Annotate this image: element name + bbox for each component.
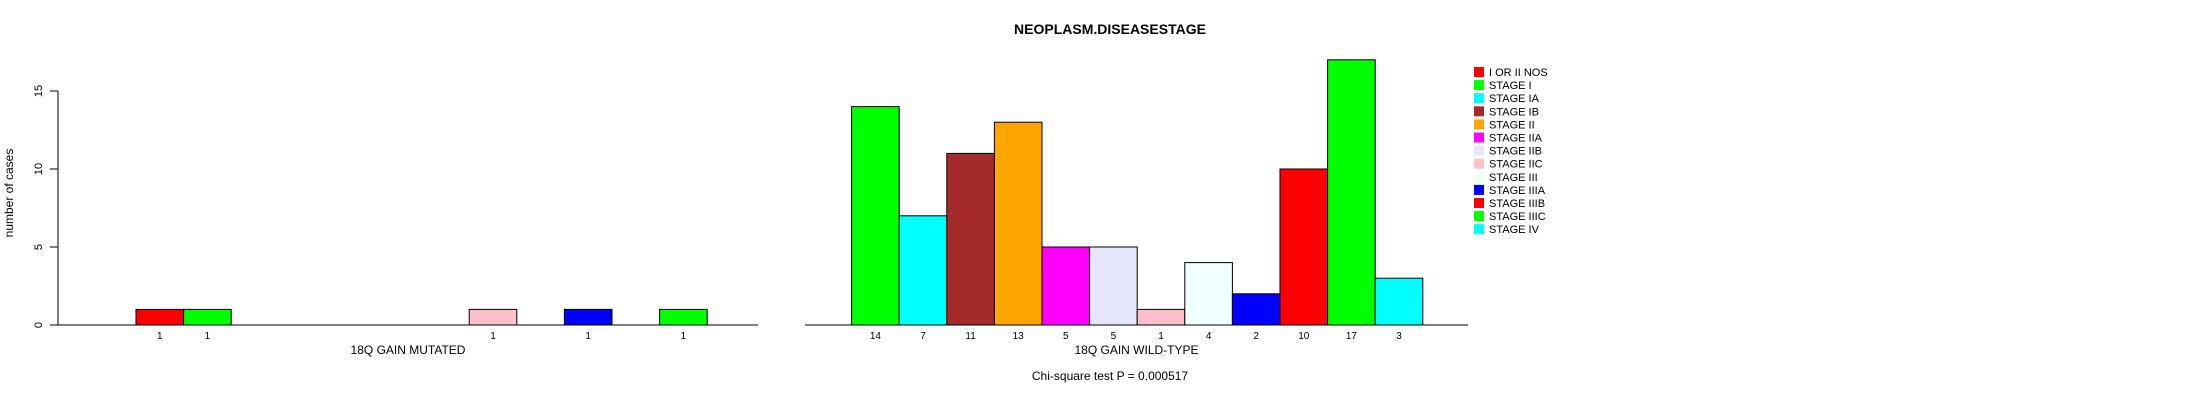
- bar: [1089, 246, 1138, 326]
- legend-label: STAGE IIIB: [1489, 198, 1545, 210]
- legend-swatch: [1474, 184, 1484, 195]
- bar: [993, 121, 1043, 326]
- bar-count-label: 10: [1298, 331, 1310, 342]
- bar: [135, 308, 185, 326]
- bar-count-label: 17: [1346, 331, 1358, 342]
- bar: [1279, 168, 1329, 326]
- legend-item: STAGE IIIB: [1474, 198, 1545, 210]
- bar-count-label: 7: [920, 331, 926, 342]
- legend-item: STAGE IIA: [1474, 132, 1543, 145]
- legend-label: STAGE IIA: [1489, 133, 1543, 145]
- legend-swatch: [1474, 198, 1484, 208]
- bar-count-label: 1: [205, 331, 211, 342]
- bar: [468, 308, 518, 326]
- legend-swatch: [1474, 132, 1484, 143]
- legend-item: STAGE I: [1474, 80, 1532, 92]
- legend-label: STAGE I: [1489, 80, 1532, 92]
- bar-count-label: 1: [490, 331, 496, 342]
- group-label: 18Q GAIN MUTATED: [351, 343, 466, 357]
- legend-label: STAGE IA: [1489, 93, 1540, 105]
- bar: [563, 308, 613, 326]
- bar: [183, 308, 232, 326]
- chart-title: NEOPLASM.DISEASESTAGE: [1014, 21, 1206, 37]
- legend-swatch: [1474, 211, 1484, 222]
- y-axis: 0 5 10 15: [33, 85, 59, 328]
- bar: [1327, 59, 1376, 326]
- legend-label: STAGE IB: [1489, 106, 1539, 118]
- legend-swatch: [1474, 106, 1484, 117]
- legend-item: STAGE IIC: [1474, 158, 1543, 171]
- legend-label: I OR II NOS: [1489, 67, 1548, 79]
- bar: [1374, 277, 1424, 326]
- panel-1: 1 1 1 1 1 18Q GAIN MUTATED: [58, 308, 758, 357]
- legend-item: STAGE III: [1474, 171, 1538, 184]
- bar-count-label: 1: [1158, 331, 1164, 342]
- bar-count-label: 14: [870, 331, 882, 342]
- legend-swatch: [1474, 145, 1484, 156]
- bar-count-label: 1: [681, 331, 687, 342]
- legend-label: STAGE II: [1489, 119, 1535, 131]
- legend-swatch: [1474, 80, 1484, 91]
- legend-item: STAGE II: [1474, 119, 1535, 131]
- bar-count-label: 13: [1013, 331, 1025, 342]
- y-tick-label: 5: [33, 244, 45, 250]
- chi-square-note: Chi-square test P = 0.000517: [1032, 369, 1189, 383]
- bar: [1136, 308, 1186, 326]
- legend-item: STAGE IIIA: [1474, 184, 1546, 197]
- y-tick-label: 10: [33, 163, 45, 175]
- bar-count-label: 4: [1206, 331, 1212, 342]
- legend-swatch: [1474, 171, 1484, 182]
- legend-swatch: [1474, 119, 1484, 130]
- legend-label: STAGE IIIA: [1489, 185, 1546, 197]
- legend-swatch: [1474, 67, 1484, 77]
- legend-label: STAGE IIB: [1489, 146, 1542, 158]
- y-tick-label: 15: [33, 85, 45, 97]
- legend-item: STAGE IV: [1474, 224, 1540, 236]
- bar: [946, 152, 995, 326]
- legend-label: STAGE IIIC: [1489, 211, 1546, 223]
- bar-count-label: 2: [1253, 331, 1259, 342]
- legend-swatch: [1474, 93, 1484, 104]
- bar: [898, 215, 948, 326]
- legend-label: STAGE IV: [1489, 224, 1540, 236]
- bar: [1231, 293, 1281, 326]
- legend-item: STAGE IIB: [1474, 145, 1542, 158]
- bar-count-label: 11: [965, 331, 976, 342]
- bar-count-label: 1: [585, 331, 591, 342]
- legend-label: STAGE III: [1489, 172, 1538, 184]
- bar: [1184, 262, 1233, 326]
- y-tick-label: 0: [33, 322, 45, 328]
- legend-item: STAGE IB: [1474, 106, 1539, 118]
- y-axis-label: number of cases: [2, 149, 16, 238]
- bar: [1041, 246, 1091, 326]
- bar: [659, 308, 708, 326]
- bar-count-label: 1: [157, 331, 163, 342]
- legend-item: STAGE IA: [1474, 93, 1540, 105]
- legend-label: STAGE IIC: [1489, 159, 1543, 171]
- legend-swatch: [1474, 224, 1484, 235]
- legend-item: STAGE IIIC: [1474, 211, 1546, 223]
- legend-item: I OR II NOS: [1474, 67, 1548, 79]
- group-label: 18Q GAIN WILD-TYPE: [1074, 343, 1198, 357]
- bar-count-label: 5: [1063, 331, 1069, 342]
- bar-count-label: 3: [1396, 331, 1402, 342]
- legend-swatch: [1474, 158, 1484, 169]
- bar-count-label: 5: [1111, 331, 1117, 342]
- bar: [851, 106, 900, 326]
